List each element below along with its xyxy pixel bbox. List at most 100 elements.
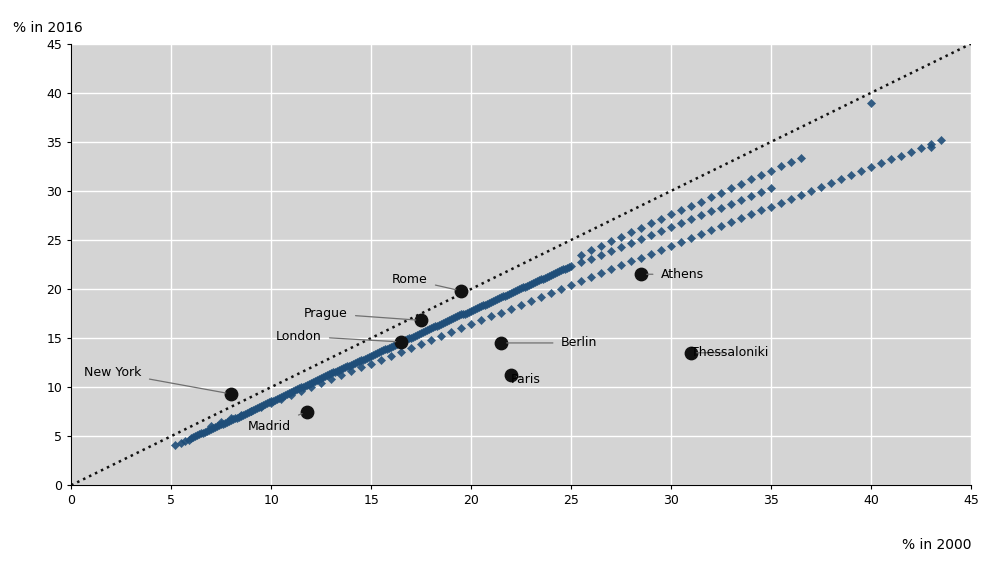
Point bbox=[913, 143, 929, 152]
Point bbox=[673, 206, 689, 215]
Point bbox=[793, 154, 809, 163]
Point bbox=[523, 280, 539, 289]
Point bbox=[743, 175, 759, 184]
Point bbox=[703, 207, 719, 216]
Text: Madrid: Madrid bbox=[248, 414, 302, 433]
Point bbox=[173, 438, 189, 448]
Point bbox=[703, 226, 719, 235]
Point bbox=[643, 249, 659, 258]
Point bbox=[457, 309, 473, 318]
Point bbox=[289, 384, 305, 394]
Point bbox=[313, 379, 329, 388]
Point bbox=[403, 333, 419, 343]
Point bbox=[273, 393, 289, 402]
Point bbox=[563, 262, 579, 271]
Point bbox=[515, 282, 531, 292]
Point bbox=[325, 368, 341, 377]
Point bbox=[633, 253, 649, 262]
Point bbox=[405, 332, 421, 342]
Point bbox=[225, 415, 241, 424]
Point bbox=[299, 407, 315, 416]
Point bbox=[353, 355, 369, 364]
Point bbox=[573, 250, 589, 259]
Point bbox=[429, 321, 445, 331]
Point bbox=[375, 345, 391, 354]
Point bbox=[307, 376, 323, 386]
Point bbox=[197, 427, 213, 437]
Point bbox=[243, 406, 259, 415]
Point bbox=[245, 405, 261, 414]
Point bbox=[297, 382, 313, 391]
Point bbox=[395, 336, 411, 346]
Point bbox=[315, 372, 331, 382]
Point bbox=[377, 344, 393, 354]
Point bbox=[255, 400, 271, 409]
Point bbox=[227, 414, 243, 423]
Point bbox=[511, 284, 527, 293]
Point bbox=[319, 371, 335, 380]
Point bbox=[527, 277, 543, 286]
Point bbox=[317, 372, 333, 381]
Point bbox=[381, 343, 397, 352]
Point bbox=[743, 191, 759, 201]
Point bbox=[883, 155, 899, 164]
Point bbox=[559, 264, 575, 273]
Point bbox=[203, 425, 219, 434]
Point bbox=[205, 423, 221, 433]
Point bbox=[293, 383, 309, 392]
Point bbox=[479, 299, 495, 308]
Point bbox=[521, 280, 537, 289]
Point bbox=[383, 342, 399, 351]
Point bbox=[295, 383, 311, 392]
Point bbox=[357, 354, 373, 363]
Point bbox=[653, 215, 669, 224]
Point bbox=[239, 408, 255, 417]
Point bbox=[683, 201, 699, 210]
Point bbox=[449, 312, 465, 321]
Point bbox=[863, 163, 879, 172]
Point bbox=[545, 270, 561, 279]
Point bbox=[439, 317, 455, 326]
Point bbox=[329, 367, 345, 376]
Point bbox=[497, 291, 513, 300]
Point bbox=[593, 269, 609, 278]
Point bbox=[445, 314, 461, 323]
Point bbox=[673, 237, 689, 246]
Point bbox=[493, 308, 509, 317]
Point bbox=[541, 272, 557, 281]
Point bbox=[653, 245, 669, 254]
Point bbox=[441, 316, 457, 325]
Point bbox=[275, 391, 291, 401]
Point bbox=[603, 236, 619, 245]
Point bbox=[411, 329, 427, 339]
Point bbox=[419, 325, 435, 335]
Text: Athens: Athens bbox=[647, 268, 704, 281]
Point bbox=[453, 286, 469, 296]
Point bbox=[343, 360, 359, 369]
Point bbox=[683, 233, 699, 242]
Point bbox=[503, 371, 519, 380]
Point bbox=[215, 420, 231, 429]
Point bbox=[333, 365, 349, 374]
Text: % in 2000: % in 2000 bbox=[902, 538, 971, 552]
Point bbox=[505, 287, 521, 296]
Point bbox=[483, 297, 499, 307]
Point bbox=[753, 171, 769, 180]
Point bbox=[923, 139, 939, 148]
Point bbox=[413, 328, 429, 337]
Point bbox=[423, 335, 439, 344]
Point bbox=[363, 359, 379, 368]
Point bbox=[485, 296, 501, 305]
Point bbox=[413, 316, 429, 325]
Point bbox=[603, 246, 619, 256]
Point bbox=[343, 367, 359, 376]
Point bbox=[371, 347, 387, 356]
Point bbox=[763, 202, 779, 211]
Point bbox=[259, 398, 275, 407]
Point bbox=[467, 304, 483, 313]
Point bbox=[471, 302, 487, 311]
Point bbox=[185, 433, 201, 442]
Point bbox=[301, 379, 317, 388]
Point bbox=[475, 300, 491, 309]
Point bbox=[393, 337, 409, 347]
